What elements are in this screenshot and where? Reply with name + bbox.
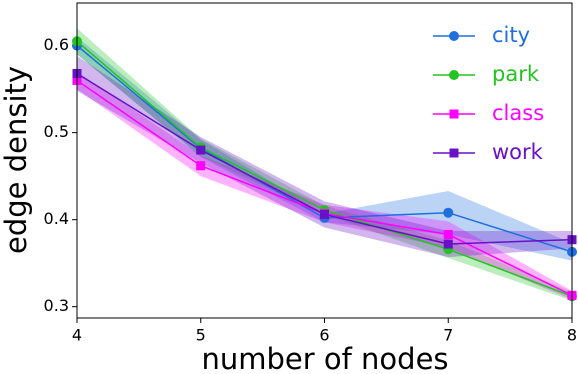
legend-label: park	[492, 62, 540, 86]
marker	[320, 209, 329, 219]
x-tick-label: 6	[319, 326, 329, 345]
legend-label: class	[492, 101, 544, 125]
marker	[196, 161, 206, 171]
marker	[443, 207, 454, 218]
marker	[443, 229, 453, 239]
y-tick-label: 0.5	[44, 122, 69, 141]
x-axis-title: number of nodes	[201, 342, 448, 374]
confidence-band	[77, 36, 572, 261]
confidence-band	[77, 28, 572, 301]
marker	[196, 145, 206, 155]
legend-marker	[449, 70, 459, 80]
y-tick-label: 0.6	[44, 35, 69, 54]
legend-label: city	[492, 23, 530, 47]
y-tick-label: 0.4	[44, 209, 69, 228]
marker	[443, 239, 453, 249]
x-tick-label: 5	[196, 326, 206, 345]
legend-label: work	[492, 140, 544, 164]
legend-marker	[449, 109, 459, 119]
legend-marker	[449, 148, 459, 158]
plot-frame	[76, 2, 573, 319]
y-tick-label: 0.3	[44, 296, 69, 315]
x-tick-label: 4	[72, 326, 82, 345]
y-axis-title: edge density	[0, 66, 33, 254]
x-tick-label: 7	[443, 326, 453, 345]
x-tick-label: 8	[567, 326, 577, 345]
legend-marker	[449, 31, 459, 41]
